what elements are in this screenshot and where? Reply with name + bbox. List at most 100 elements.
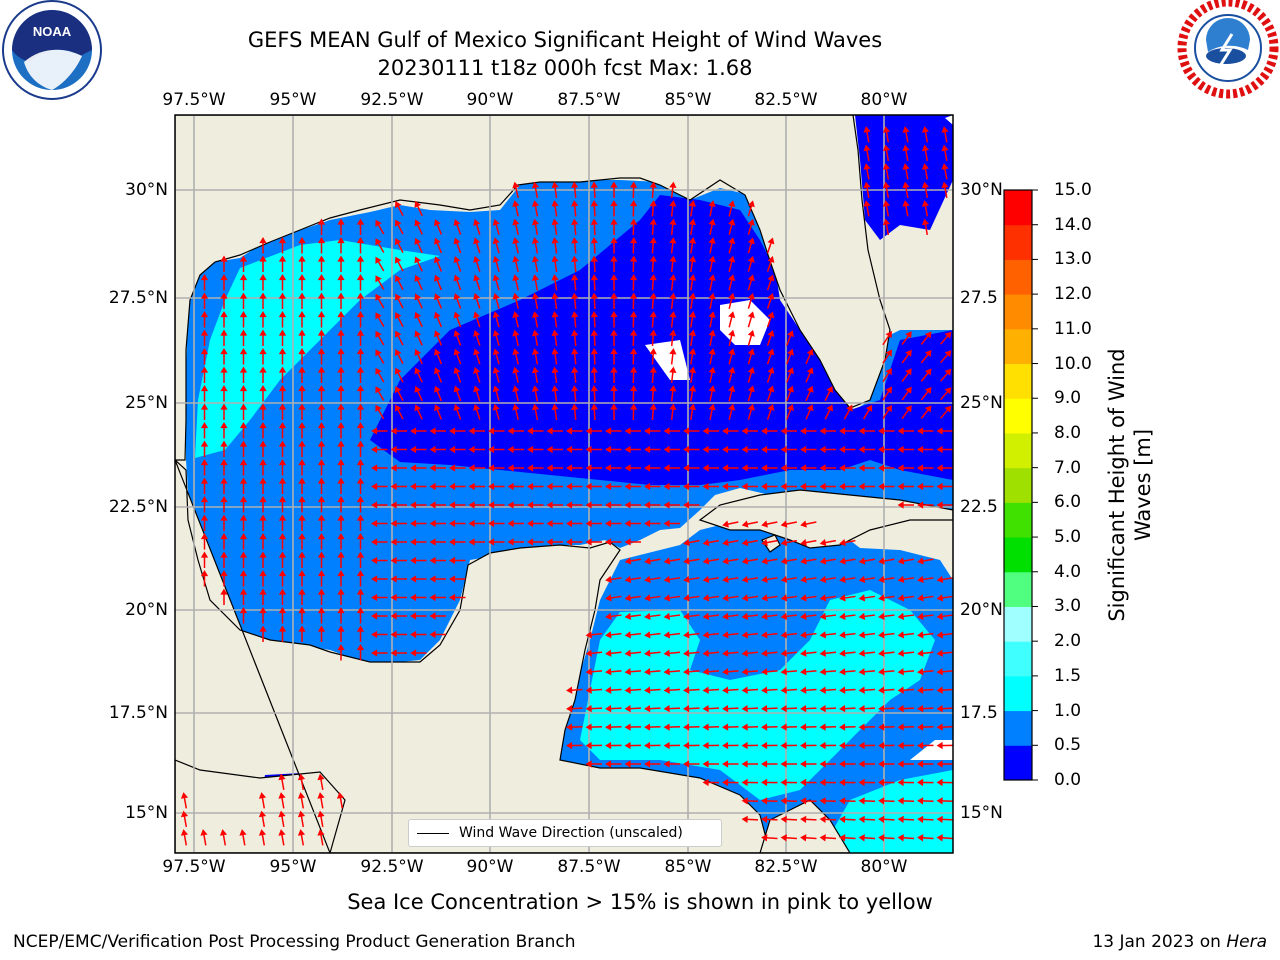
wind-arrow-head	[278, 496, 287, 503]
wind-arrow-head	[761, 649, 768, 657]
wind-arrow-head	[846, 404, 853, 412]
wind-arrow-head	[317, 477, 326, 484]
sea-ice-note: Sea Ice Concentration > 15% is shown in …	[347, 890, 933, 914]
wind-arrow-head	[708, 348, 716, 355]
map-subtitle: 20230111 t18z 000h fcst Max: 1.68	[377, 56, 753, 80]
wind-arrow-head	[688, 255, 697, 263]
wind-arrow-head	[414, 404, 422, 412]
wind-arrow-head	[878, 594, 885, 602]
wind-arrow-head	[780, 445, 787, 454]
lat-tick-label-right: 20°N	[960, 600, 1003, 620]
wind-arrow-head	[390, 593, 397, 602]
wind-arrow-head	[317, 588, 326, 595]
wind-arrow-head	[571, 403, 579, 410]
wind-arrow-head	[449, 593, 456, 602]
colorbar-tick-label: 0.0	[1054, 770, 1082, 790]
wind-arrow-head	[806, 385, 814, 393]
wind-arrow-head	[800, 723, 807, 731]
wind-arrow-head	[337, 422, 345, 429]
wind-arrow-head	[531, 311, 540, 318]
wind-arrow-head	[473, 329, 481, 337]
wind-arrow-head	[605, 482, 612, 491]
wind-arrow-head	[819, 575, 827, 584]
wind-arrow-head	[220, 551, 228, 558]
wind-arrow-head	[780, 797, 787, 805]
wind-arrow-head	[371, 556, 378, 565]
wind-arrow-head	[819, 834, 826, 842]
wind-arrow-head	[649, 329, 657, 336]
wind-arrow-head	[551, 274, 559, 281]
wind-arrow-head	[453, 237, 461, 245]
wind-arrow-head	[663, 686, 670, 694]
wind-arrow-head	[356, 570, 365, 577]
wind-arrow-head	[507, 519, 514, 528]
wind-arrow-head	[882, 126, 891, 133]
wind-arrow-head	[702, 557, 710, 565]
wind-arrow-head	[800, 760, 807, 768]
wind-arrow-head	[429, 612, 436, 620]
wind-arrow-head	[337, 533, 345, 540]
wind-arrow-head	[741, 797, 748, 805]
wind-arrow-head	[761, 686, 768, 694]
wind-arrow-head	[649, 274, 657, 281]
wind-arrow-head	[905, 349, 912, 357]
wind-arrow-head	[610, 292, 618, 299]
wind-arrow-head	[356, 459, 365, 466]
wind-arrow-head	[410, 556, 417, 565]
wind-arrow-head	[767, 237, 775, 245]
wind-arrow-head	[590, 348, 598, 355]
wind-arrow-head	[936, 815, 943, 823]
wind-arrow-head	[800, 575, 807, 584]
wind-arrow-head	[800, 464, 807, 472]
wind-arrow-head	[708, 329, 716, 337]
wind-arrow-head	[317, 792, 325, 799]
wind-arrow-head	[414, 311, 422, 319]
wind-arrow-head	[571, 311, 579, 318]
wind-arrow-head	[414, 348, 422, 356]
lon-tick-label: 97.5°W	[162, 857, 226, 877]
wind-arrow-head	[297, 829, 306, 836]
wind-arrow-head	[259, 496, 267, 503]
wind-arrow-head	[767, 311, 775, 319]
wind-arrow-head	[800, 445, 807, 454]
wind-arrow-head	[512, 274, 520, 281]
wind-arrow-head	[917, 427, 924, 435]
wind-arrow-head	[298, 329, 306, 336]
wind-arrow-head	[278, 255, 287, 262]
wind-arrow-head	[492, 311, 500, 319]
wind-arrow-head	[453, 274, 461, 282]
wind-arrow-head	[394, 312, 402, 320]
wind-arrow-head	[629, 366, 638, 373]
wind-arrow-head	[434, 385, 441, 393]
wind-arrow-head	[629, 200, 638, 207]
wind-arrow-head	[394, 330, 402, 338]
wind-arrow-head	[414, 330, 422, 338]
wind-arrow-head	[683, 612, 690, 620]
wind-arrow-head	[780, 649, 787, 657]
wind-arrow-head	[239, 440, 248, 447]
wind-arrow-head	[767, 385, 775, 393]
wind-arrow-head	[649, 311, 657, 318]
wind-arrow-head	[722, 538, 729, 547]
producer-credit: NCEP/EMC/Verification Post Processing Pr…	[13, 932, 576, 952]
wind-arrow-head	[566, 704, 573, 713]
wind-arrow-head	[858, 668, 865, 676]
wind-arrow-head	[624, 631, 632, 639]
wind-arrow-head	[390, 612, 397, 620]
wind-arrow-head	[585, 741, 592, 750]
wind-arrow-head	[741, 704, 748, 713]
wind-arrow-head	[220, 292, 228, 299]
lon-tick-label: 95°W	[269, 857, 317, 877]
wind-arrow-head	[917, 575, 924, 584]
wind-arrow-head	[531, 274, 540, 281]
wind-arrow-head	[747, 329, 755, 337]
wind-arrow-head	[492, 329, 500, 337]
wind-arrow-head	[546, 464, 553, 472]
wind-arrow-head	[624, 686, 631, 694]
wind-arrow-head	[741, 594, 749, 602]
wind-arrow-head	[905, 331, 912, 339]
wind-arrow-head	[356, 533, 365, 540]
wind-arrow-head	[356, 237, 365, 244]
wind-arrow-head	[644, 482, 651, 491]
wind-arrow-head	[902, 181, 910, 189]
